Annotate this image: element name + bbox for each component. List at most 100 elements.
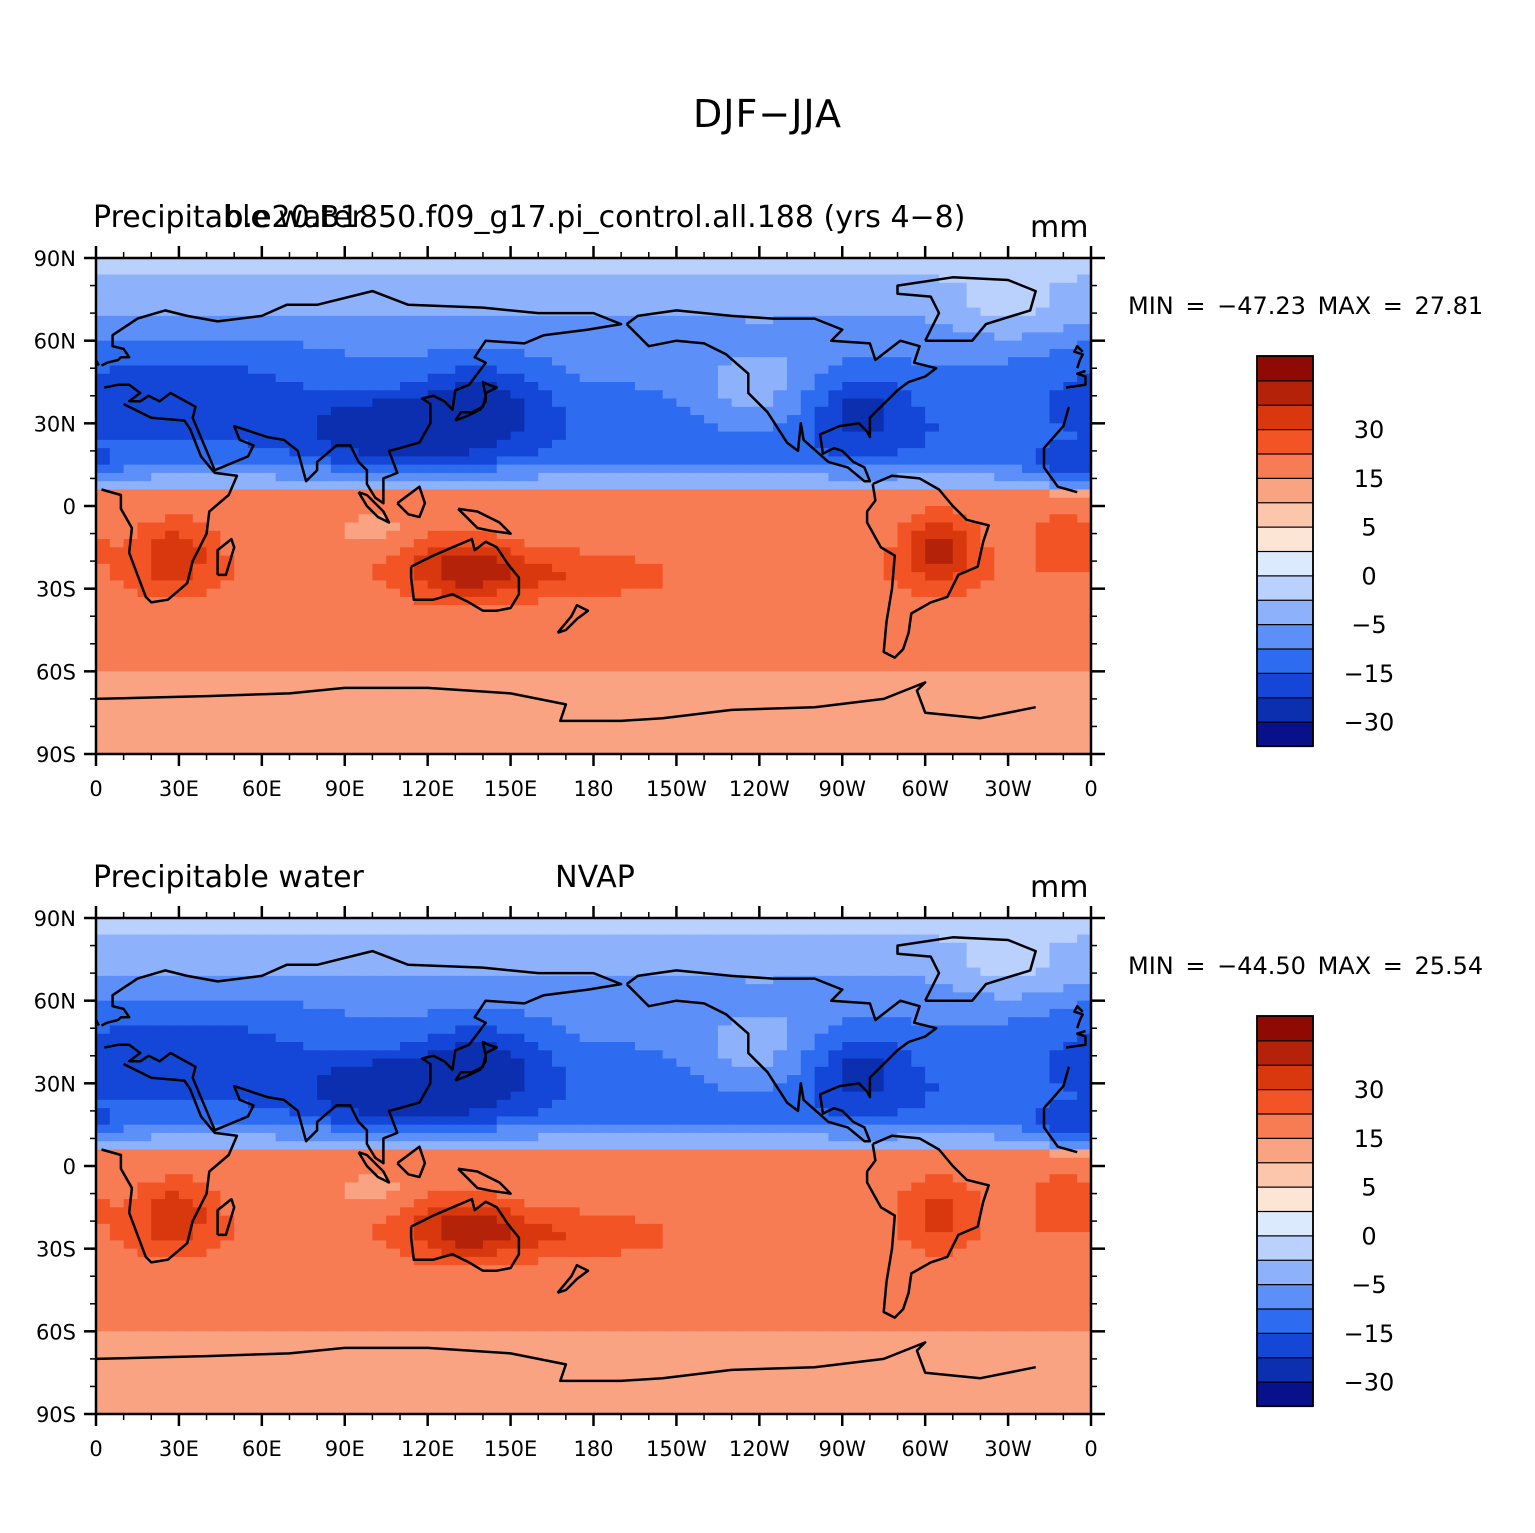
lon-tick-label: 0 (1084, 777, 1097, 801)
lon-tick-label: 150W (646, 1437, 707, 1461)
lon-tick-label: 90W (819, 777, 867, 801)
colorbar-swatch (1256, 672, 1314, 699)
panel-center-title: b.e20.B1850.f09_g17.pi_control.all.188 (… (224, 200, 966, 235)
lon-tick-label: 120E (401, 777, 454, 801)
colorbar-label: 15 (1354, 1125, 1385, 1153)
colorbar-swatch (1256, 696, 1314, 723)
min-max-readout: MIN = −44.50 MAX = 25.54 (1128, 952, 1483, 980)
colorbar-swatch (1256, 379, 1314, 406)
colorbar-swatch (1256, 1234, 1314, 1261)
lat-tick-label: 90N (34, 907, 76, 931)
lon-tick-label: 30E (159, 777, 199, 801)
lon-tick-label: 150E (484, 777, 537, 801)
coastlines (94, 276, 1087, 723)
colorbar-swatch (1256, 1259, 1314, 1286)
colorbar-label: −5 (1351, 611, 1386, 639)
panel-center-title: NVAP (555, 860, 635, 895)
colorbar-swatch (1256, 404, 1314, 431)
lon-tick-label: 120W (729, 777, 790, 801)
colorbar-swatch (1256, 1307, 1314, 1334)
colorbar-swatch (1256, 550, 1314, 577)
colorbar-swatch (1256, 526, 1314, 553)
colorbar-swatch (1256, 1356, 1314, 1383)
lat-tick-label: 0 (63, 495, 76, 519)
colorbar-label: 15 (1354, 465, 1385, 493)
colorbar-swatch (1256, 477, 1314, 504)
lat-tick-label: 30N (34, 1072, 76, 1096)
colorbar-swatch (1256, 355, 1314, 382)
colorbar-swatch (1256, 1088, 1314, 1115)
colorbar-label: 5 (1361, 1174, 1376, 1202)
lat-tick-label: 30S (36, 578, 76, 602)
colorbar-swatch (1256, 1381, 1314, 1408)
colorbar-swatch (1256, 428, 1314, 455)
lon-tick-label: 120W (729, 1437, 790, 1461)
lon-tick-label: 0 (89, 777, 102, 801)
panel-model: 90N 60N 30N 0 30S 60S 90S 0 30E 60E 90E 120E 150E 180… (0, 196, 1535, 816)
colorbar-label: 0 (1361, 562, 1376, 590)
colorbar-label: −15 (1344, 660, 1395, 688)
lat-tick-label: 0 (63, 1155, 76, 1179)
map-observations: 90N 60N 30N 0 30S 60S 90S 0 30E 60E 90E 120E 150E 180… (34, 906, 1105, 1461)
lat-tick-label: 60N (34, 990, 76, 1014)
lat-tick-label: 30N (34, 412, 76, 436)
colorbar-swatch (1256, 721, 1314, 748)
lon-tick-label: 30E (159, 1437, 199, 1461)
colorbar-swatch (1256, 1161, 1314, 1188)
panel-left-title: Precipitable water (93, 860, 364, 895)
colorbar-swatch (1256, 623, 1314, 650)
colorbar-label: −15 (1344, 1320, 1395, 1348)
min-label: MIN = −47.23 (1128, 292, 1306, 320)
lon-tick-label: 150E (484, 1437, 537, 1461)
colorbar-swatch (1256, 1283, 1314, 1310)
colorbar-label: −30 (1344, 1369, 1395, 1397)
lat-tick-label: 90N (34, 247, 76, 271)
lon-tick-label: 60E (242, 777, 282, 801)
colorbar: 30 15 5 0 −5 −15 −30 (1256, 355, 1395, 748)
lon-tick-label: 90E (325, 1437, 365, 1461)
colorbar-label: 30 (1354, 1076, 1385, 1104)
colorbar-swatch (1256, 1064, 1314, 1091)
colorbar-swatch (1256, 574, 1314, 601)
lat-tick-label: 90S (36, 743, 76, 767)
lon-tick-label: 120E (401, 1437, 454, 1461)
colorbar-label: 0 (1361, 1222, 1376, 1250)
colorbar-swatch (1256, 599, 1314, 626)
min-max-readout: MIN = −47.23 MAX = 27.81 (1128, 292, 1483, 320)
lon-tick-label: 60W (901, 777, 949, 801)
units-label: mm (1030, 210, 1089, 245)
colorbar-swatch (1256, 1137, 1314, 1164)
colorbar-swatch (1256, 1210, 1314, 1237)
lon-tick-label: 30W (984, 777, 1032, 801)
panel-observations: 90N 60N 30N 0 30S 60S 90S 0 30E 60E 90E 120E 150E 180… (0, 856, 1535, 1496)
lon-tick-label: 180 (573, 1437, 613, 1461)
colorbar-swatch (1256, 1186, 1314, 1213)
lat-tick-label: 60S (36, 1320, 76, 1344)
contour-field (96, 258, 1092, 755)
colorbar-swatch (1256, 1015, 1314, 1042)
max-label: MAX = 27.81 (1317, 292, 1484, 320)
min-label: MIN = −44.50 (1128, 952, 1306, 980)
lon-tick-label: 180 (573, 777, 613, 801)
lat-tick-label: 30S (36, 1238, 76, 1262)
lon-tick-label: 90E (325, 777, 365, 801)
lon-tick-label: 30W (984, 1437, 1032, 1461)
colorbar: 30 15 5 0 −5 −15 −30 (1256, 1015, 1395, 1408)
colorbar-label: −5 (1351, 1271, 1386, 1299)
colorbar-label: −30 (1344, 709, 1395, 737)
lat-tick-label: 90S (36, 1403, 76, 1427)
colorbar-swatch (1256, 1112, 1314, 1139)
lon-tick-label: 90W (819, 1437, 867, 1461)
lon-tick-label: 60E (242, 1437, 282, 1461)
map-model: 90N 60N 30N 0 30S 60S 90S 0 30E 60E 90E 120E 150E 180… (34, 246, 1105, 801)
colorbar-label: 5 (1361, 514, 1376, 542)
colorbar-swatch (1256, 1332, 1314, 1359)
colorbar-label: 30 (1354, 416, 1385, 444)
lat-tick-label: 60N (34, 330, 76, 354)
lon-tick-label: 0 (89, 1437, 102, 1461)
panel-left-title: Precipitable water (93, 200, 364, 235)
lon-tick-label: 60W (901, 1437, 949, 1461)
colorbar-swatch (1256, 1039, 1314, 1066)
colorbar-swatch (1256, 452, 1314, 479)
contour-field (96, 918, 1092, 1415)
